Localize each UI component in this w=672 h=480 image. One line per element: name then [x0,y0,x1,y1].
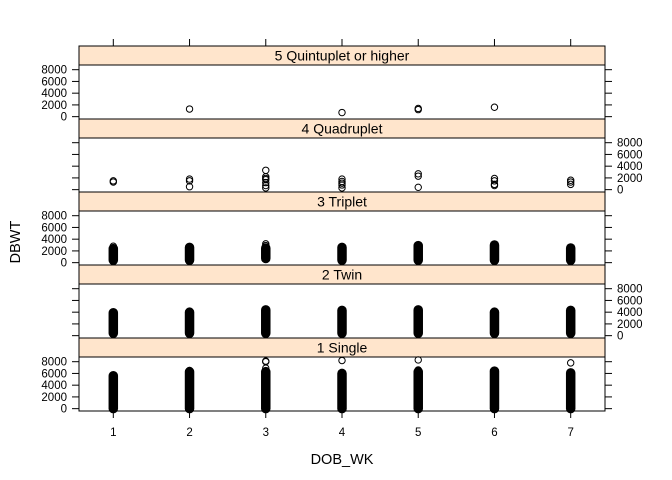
y-tick-label: 4000 [41,88,67,100]
data-point [414,172,422,180]
data-point [414,356,422,364]
data-point [566,178,575,186]
data-point [566,359,575,367]
data-point [109,257,118,266]
y-tick-label: 8000 [617,284,643,296]
data-point [338,181,346,189]
x-tick-label: 5 [415,427,421,439]
data-point [414,257,422,265]
data-point [414,105,422,114]
data-point [185,177,194,185]
y-tick-label: 8000 [617,138,643,150]
y-tick-label: 0 [61,112,67,124]
data-point [185,183,194,191]
y-tick-label: 2000 [617,319,643,331]
data-point [262,178,270,187]
y-tick-label: 6000 [41,222,67,234]
y-tick-label: 0 [617,185,623,197]
y-tick-label: 0 [61,404,67,416]
data-point [109,178,118,186]
data-point [338,108,346,117]
data-point [262,181,270,190]
data-point [490,177,499,185]
y-axis-title: DBWT [8,221,24,264]
y-tick-label: 6000 [617,295,643,307]
y-tick-label: 8000 [41,211,67,223]
x-tick-label: 3 [263,427,269,439]
panel-frame [78,64,606,120]
y-tick-label: 8000 [41,65,67,77]
x-tick-label: 1 [110,427,116,439]
x-tick-label: 7 [567,427,573,439]
data-point [414,183,422,192]
y-tick-label: 6000 [41,368,67,380]
data-point [414,170,422,178]
y-tick-label: 2000 [617,173,643,185]
y-tick-label: 2000 [41,100,67,112]
y-tick-label: 4000 [617,161,643,173]
y-tick-label: 6000 [41,76,67,88]
strip-label: 2 Twin [322,267,362,283]
data-point [338,175,346,183]
data-point [338,184,346,192]
data-point [262,184,270,192]
data-point [262,241,270,250]
panel-frame [78,137,606,193]
y-tick-label: 6000 [617,149,643,161]
y-tick-label: 2000 [41,246,67,258]
data-point [566,180,575,189]
data-point [490,174,499,183]
data-point [109,242,118,250]
data-point [262,166,270,174]
data-point [490,181,499,190]
data-point [185,366,194,375]
data-point [262,175,270,184]
y-tick-label: 4000 [41,380,67,392]
y-tick-label: 0 [617,331,623,343]
data-point [262,357,270,365]
y-tick-label: 4000 [617,307,643,319]
strip-label: 4 Quadruplet [302,121,383,137]
y-tick-label: 0 [61,258,67,270]
data-point [566,257,575,266]
data-point [414,366,422,374]
x-tick-label: 4 [339,427,346,439]
data-point [185,105,194,113]
x-tick-label: 6 [491,427,497,439]
strip-label: 1 Single [317,340,368,356]
strip-label: 3 Triplet [317,194,367,210]
y-tick-label: 8000 [41,357,67,369]
y-tick-label: 4000 [41,234,67,246]
y-tick-label: 2000 [41,392,67,404]
data-point [338,356,346,365]
data-point [490,103,499,111]
x-axis: 1 2 3 4 5 6 7 [110,39,574,439]
x-axis-title: DOB_WK [311,452,374,468]
x-tick-label: 2 [186,427,192,439]
strip-label: 5 Quintuplet or higher [275,48,410,64]
